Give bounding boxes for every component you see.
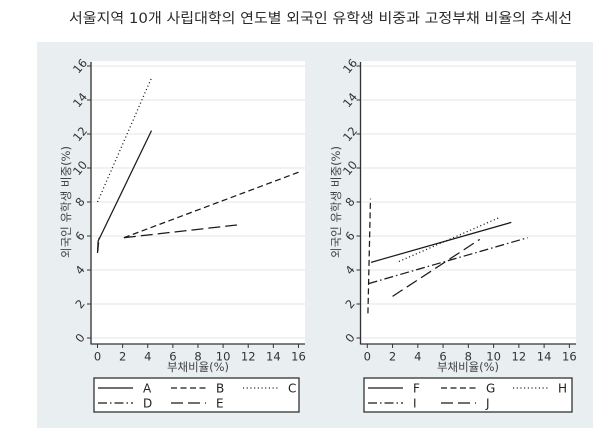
series-line-F bbox=[370, 221, 512, 263]
x-tick-label: 0 bbox=[94, 350, 101, 364]
legend-item-B: B bbox=[171, 381, 224, 395]
x-tick-label: 10 bbox=[216, 350, 231, 364]
x-tick-label: 12 bbox=[512, 350, 527, 364]
legend-label: G bbox=[486, 381, 495, 395]
x-tick-label: 16 bbox=[562, 350, 577, 364]
legend-box bbox=[93, 377, 300, 413]
legend-item-H: H bbox=[513, 381, 567, 395]
x-tick-label: 10 bbox=[486, 350, 501, 364]
x-tick-label: 2 bbox=[389, 350, 396, 364]
series-line-G bbox=[367, 198, 372, 314]
legend-label: B bbox=[216, 381, 224, 395]
x-tick-label: 8 bbox=[194, 350, 201, 364]
x-tick-label: 6 bbox=[169, 350, 176, 364]
series-line-D bbox=[97, 237, 100, 252]
x-tick-label: 6 bbox=[439, 350, 446, 364]
series-line-B bbox=[123, 171, 299, 239]
left-legend: A B C D E bbox=[93, 377, 300, 413]
x-tick-label: 14 bbox=[537, 350, 552, 364]
x-tick-label: 14 bbox=[266, 350, 281, 364]
legend-label: J bbox=[485, 396, 490, 410]
legend-item-I: I bbox=[368, 396, 417, 410]
legend-item-D: D bbox=[98, 396, 152, 410]
x-tick-label: 0 bbox=[364, 350, 371, 364]
legend-label: C bbox=[288, 381, 296, 395]
series-line-I bbox=[368, 237, 528, 285]
legend-box bbox=[363, 377, 573, 413]
figure-title: 서울지역 10개 사립대학의 연도별 외국인 유학생 비중과 고정부채 비율의 … bbox=[69, 11, 572, 27]
legend-label: H bbox=[558, 381, 567, 395]
x-tick-label: 8 bbox=[465, 350, 472, 364]
x-tick-label: 4 bbox=[414, 350, 421, 364]
legend-label: A bbox=[143, 381, 152, 395]
left-x-axis-title: 부채비율(%) bbox=[167, 360, 229, 374]
right-x-axis-title: 부채비율(%) bbox=[437, 360, 499, 374]
series-line-J bbox=[392, 238, 481, 297]
right-legend: F G H I J bbox=[363, 377, 573, 413]
legend-item-J: J bbox=[441, 396, 490, 410]
legend-item-G: G bbox=[441, 381, 495, 395]
x-tick-label: 4 bbox=[144, 350, 151, 364]
legend-item-A: A bbox=[98, 381, 152, 395]
x-tick-label: 12 bbox=[241, 350, 256, 364]
series-line-C bbox=[96, 77, 153, 203]
left-y-axis-title: 외국인 유학생 비중(%) bbox=[59, 146, 73, 258]
legend-label: I bbox=[413, 396, 417, 410]
legend-item-E: E bbox=[171, 396, 224, 410]
legend-label: D bbox=[143, 396, 152, 410]
legend-item-C: C bbox=[243, 381, 296, 395]
x-tick-label: 2 bbox=[119, 350, 126, 364]
legend-label: E bbox=[216, 396, 224, 410]
x-tick-label: 16 bbox=[291, 350, 306, 364]
right-y-axis-title: 외국인 유학생 비중(%) bbox=[329, 146, 343, 258]
series-line-E bbox=[123, 224, 237, 239]
legend-label: F bbox=[413, 381, 420, 395]
legend-item-F: F bbox=[368, 381, 420, 395]
